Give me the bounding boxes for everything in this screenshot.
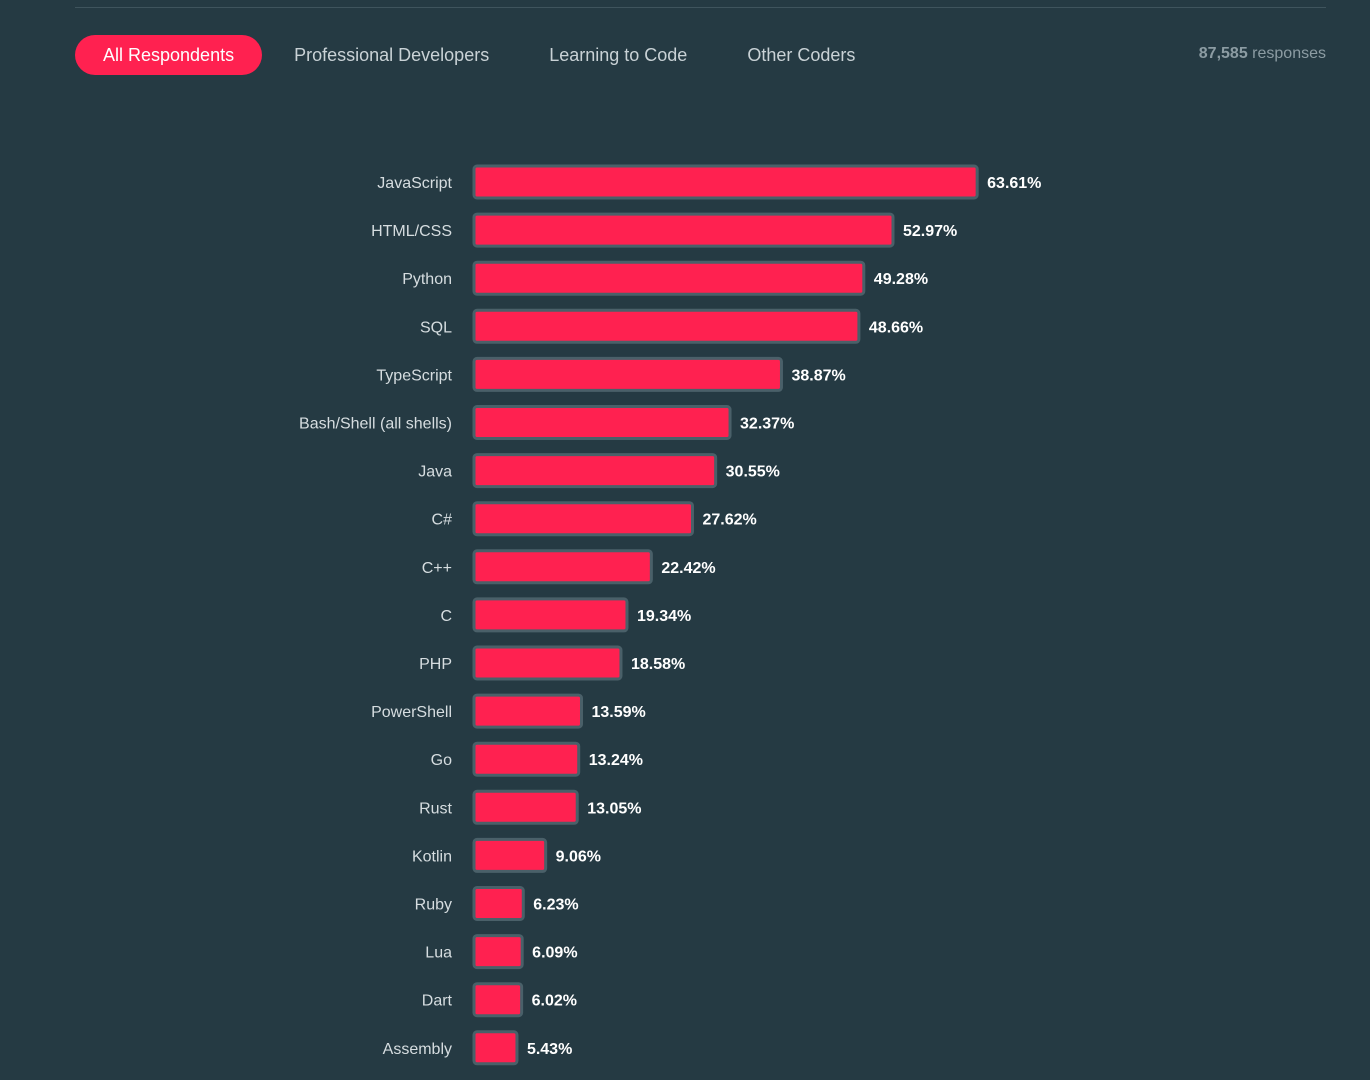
value-label-dart: 6.02% bbox=[532, 993, 577, 1010]
category-label-go: Go bbox=[431, 752, 452, 769]
category-label-dart: Dart bbox=[422, 993, 453, 1010]
value-label-go: 13.24% bbox=[589, 752, 643, 769]
bar-powershell[interactable] bbox=[472, 693, 583, 729]
value-label-java: 30.55% bbox=[726, 464, 780, 481]
tab-professional-developers[interactable]: Professional Developers bbox=[294, 44, 490, 65]
bar-c[interactable] bbox=[472, 501, 694, 537]
value-label-javascript: 63.61% bbox=[987, 175, 1041, 192]
bar-assembly[interactable] bbox=[472, 1030, 519, 1066]
value-label-python: 49.28% bbox=[874, 271, 928, 288]
bar-javascript[interactable] bbox=[472, 164, 979, 200]
bar-rust[interactable] bbox=[472, 789, 579, 825]
category-label-python: Python bbox=[402, 271, 452, 288]
category-label-c: C++ bbox=[422, 560, 452, 577]
bar-c[interactable] bbox=[472, 597, 629, 633]
value-label-c: 27.62% bbox=[702, 512, 756, 529]
category-label-c: C bbox=[440, 608, 452, 625]
value-label-kotlin: 9.06% bbox=[556, 848, 601, 865]
tab-other-coders[interactable]: Other Coders bbox=[747, 44, 856, 65]
bar-php[interactable] bbox=[472, 645, 623, 681]
bar-go[interactable] bbox=[472, 741, 581, 777]
value-label-assembly: 5.43% bbox=[527, 1041, 572, 1058]
value-label-c: 19.34% bbox=[637, 608, 691, 625]
category-label-rust: Rust bbox=[419, 800, 452, 817]
category-label-sql: SQL bbox=[420, 319, 452, 336]
category-label-assembly: Assembly bbox=[383, 1041, 452, 1058]
category-label-lua: Lua bbox=[425, 945, 452, 962]
bar-sql[interactable] bbox=[472, 308, 861, 344]
bar-lua[interactable] bbox=[472, 934, 524, 970]
value-label-rust: 13.05% bbox=[587, 800, 641, 817]
bar-kotlin[interactable] bbox=[472, 837, 548, 873]
value-label-php: 18.58% bbox=[631, 656, 685, 673]
value-label-ruby: 6.23% bbox=[533, 897, 578, 914]
value-label-sql: 48.66% bbox=[869, 319, 923, 336]
category-label-typescript: TypeScript bbox=[376, 367, 452, 384]
bar-c[interactable] bbox=[472, 549, 653, 585]
top-divider bbox=[75, 7, 1326, 8]
category-label-html-css: HTML/CSS bbox=[371, 223, 452, 240]
bar-dart[interactable] bbox=[472, 982, 524, 1018]
responses-count: 87,585 responses bbox=[1199, 45, 1326, 63]
bar-python[interactable] bbox=[472, 260, 866, 296]
value-label-powershell: 13.59% bbox=[591, 704, 645, 721]
category-label-kotlin: Kotlin bbox=[412, 848, 452, 865]
bar-typescript[interactable] bbox=[472, 356, 783, 392]
category-label-javascript: JavaScript bbox=[377, 175, 452, 192]
value-label-c: 22.42% bbox=[661, 560, 715, 577]
category-label-c: C# bbox=[432, 512, 453, 529]
respondent-tabs: All Respondents Professional Developers … bbox=[75, 35, 855, 75]
bar-html-css[interactable] bbox=[472, 212, 895, 248]
category-label-powershell: PowerShell bbox=[371, 704, 452, 721]
bar-ruby[interactable] bbox=[472, 886, 525, 921]
category-label-php: PHP bbox=[419, 656, 452, 673]
value-label-bash-shell-all-shells: 32.37% bbox=[740, 416, 794, 433]
bar-bash-shell-all-shells[interactable] bbox=[472, 405, 732, 440]
tab-all-respondents[interactable]: All Respondents bbox=[75, 35, 263, 75]
responses-label: responses bbox=[1252, 45, 1326, 62]
value-label-lua: 6.09% bbox=[532, 945, 577, 962]
tab-learning-to-code[interactable]: Learning to Code bbox=[549, 44, 688, 65]
responses-number: 87,585 bbox=[1198, 45, 1248, 62]
category-label-java: Java bbox=[418, 464, 452, 481]
value-label-html-css: 52.97% bbox=[903, 223, 957, 240]
category-label-bash-shell-all-shells: Bash/Shell (all shells) bbox=[299, 416, 452, 433]
category-label-ruby: Ruby bbox=[415, 897, 452, 914]
bar-java[interactable] bbox=[472, 453, 718, 489]
value-label-typescript: 38.87% bbox=[791, 367, 845, 384]
